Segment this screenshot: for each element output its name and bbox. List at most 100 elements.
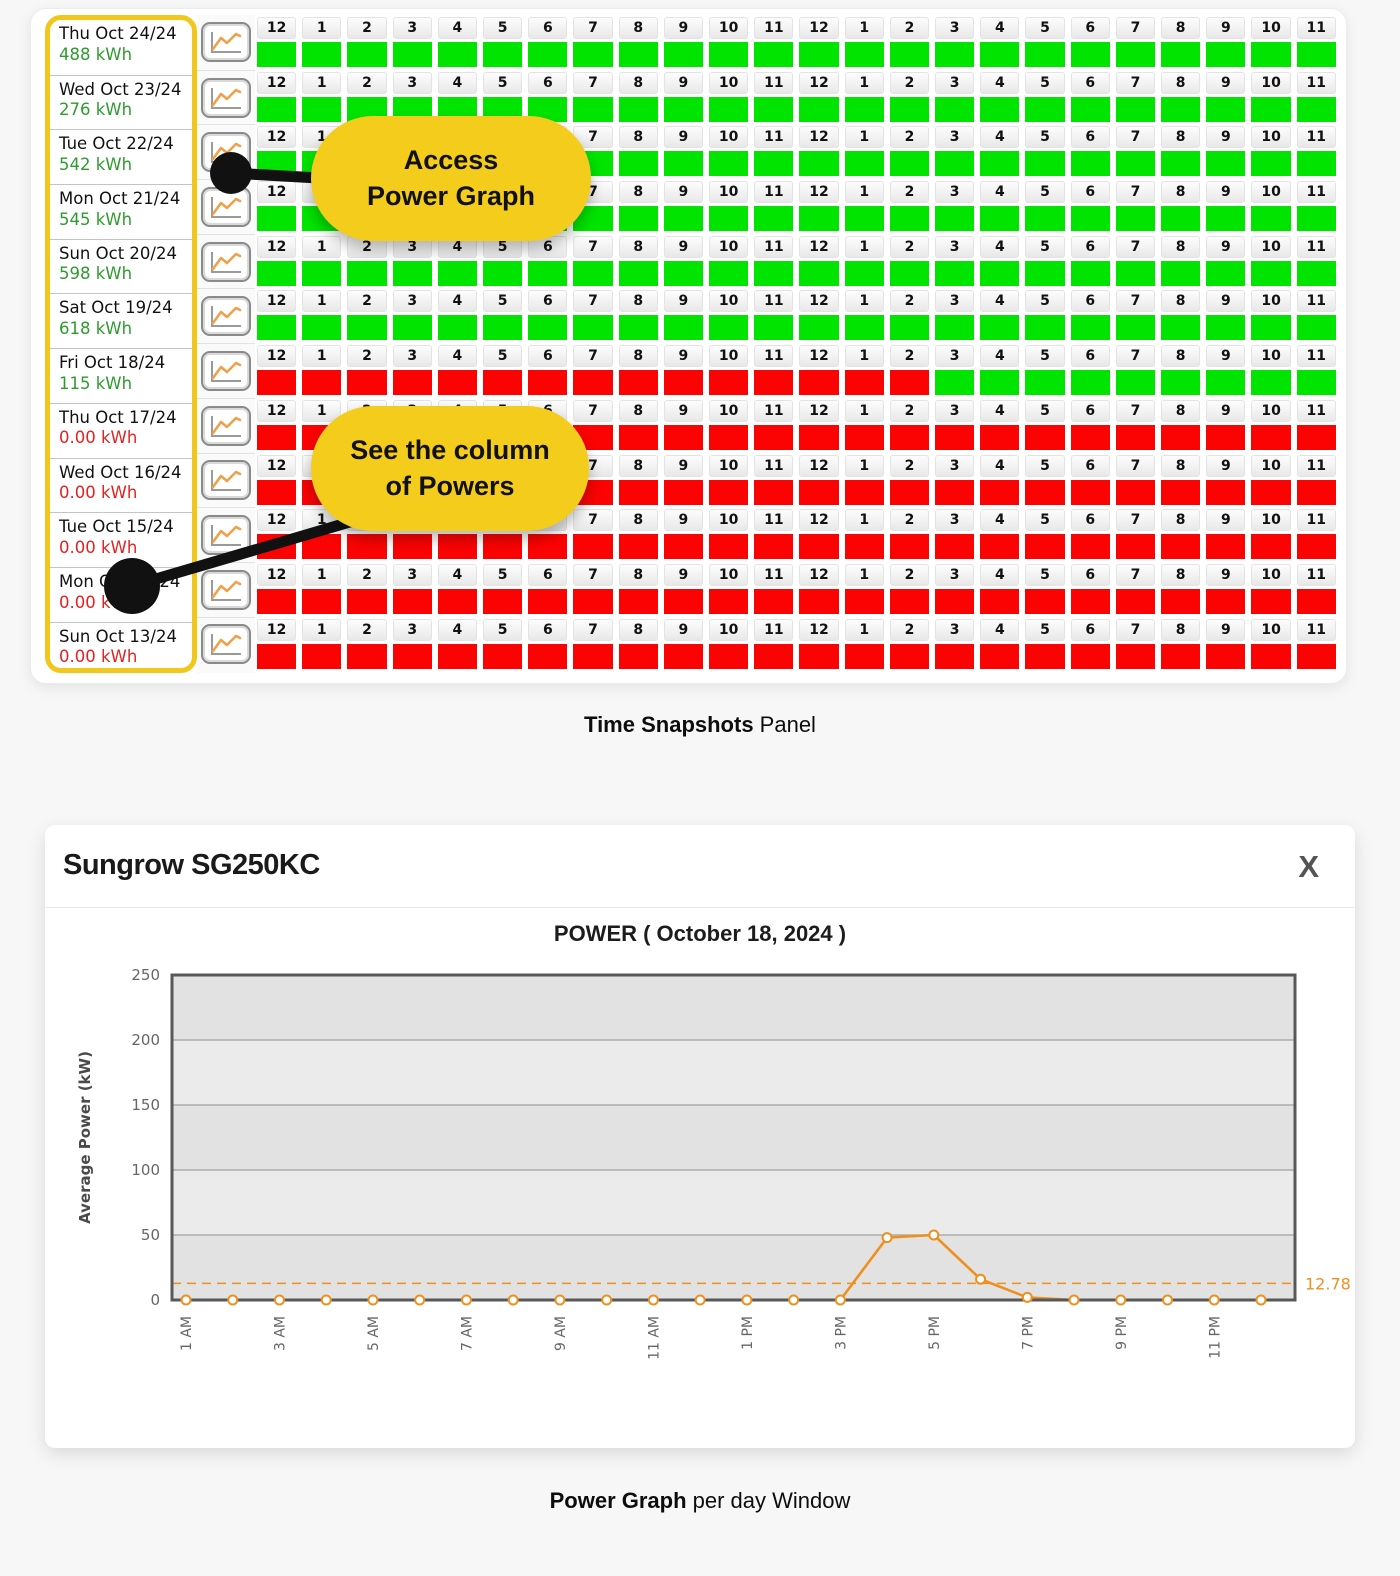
snapshot-cell-fail[interactable] <box>663 370 704 396</box>
snapshot-cell-fail[interactable] <box>844 643 884 669</box>
snapshot-cell-ok[interactable] <box>302 315 342 341</box>
snapshot-cell-fail[interactable] <box>618 370 658 396</box>
snapshot-cell-fail[interactable] <box>573 534 613 560</box>
snapshot-cell-ok[interactable] <box>257 42 297 67</box>
snapshot-cell-ok[interactable] <box>980 260 1020 286</box>
snapshot-cell-fail[interactable] <box>1296 424 1336 450</box>
snapshot-cell-ok[interactable] <box>663 96 704 122</box>
snapshot-cell-fail[interactable] <box>257 588 297 614</box>
snapshot-cell-fail[interactable] <box>663 534 704 560</box>
snapshot-cell-ok[interactable] <box>257 260 297 286</box>
snapshot-cell-ok[interactable] <box>528 315 568 341</box>
snapshot-cell-ok[interactable] <box>663 151 704 177</box>
snapshot-cell-ok[interactable] <box>754 260 794 286</box>
snapshot-cell-ok[interactable] <box>1251 260 1291 286</box>
snapshot-cell-fail[interactable] <box>935 588 975 614</box>
snapshot-cell-fail[interactable] <box>437 534 478 560</box>
snapshot-cell-ok[interactable] <box>1115 151 1156 177</box>
snapshot-cell-fail[interactable] <box>935 479 975 505</box>
power-graph-icon[interactable] <box>201 515 251 556</box>
snapshot-cell-ok[interactable] <box>1161 370 1201 396</box>
snapshot-cell-ok[interactable] <box>935 96 975 122</box>
snapshot-cell-ok[interactable] <box>980 206 1020 232</box>
snapshot-cell-fail[interactable] <box>1115 424 1156 450</box>
snapshot-cell-fail[interactable] <box>1296 534 1336 560</box>
snapshot-cell-ok[interactable] <box>844 42 884 67</box>
snapshot-cell-fail[interactable] <box>754 370 794 396</box>
snapshot-cell-ok[interactable] <box>618 206 658 232</box>
snapshot-cell-fail[interactable] <box>437 370 478 396</box>
snapshot-cell-fail[interactable] <box>302 588 342 614</box>
snapshot-cell-fail[interactable] <box>754 424 794 450</box>
snapshot-cell-ok[interactable] <box>1115 42 1156 67</box>
close-button[interactable]: X <box>1298 849 1319 884</box>
snapshot-cell-fail[interactable] <box>618 424 658 450</box>
snapshot-cell-fail[interactable] <box>980 643 1020 669</box>
snapshot-cell-fail[interactable] <box>1025 643 1065 669</box>
snapshot-cell-fail[interactable] <box>1206 424 1246 450</box>
snapshot-cell-fail[interactable] <box>709 479 749 505</box>
snapshot-cell-fail[interactable] <box>844 534 884 560</box>
snapshot-cell-ok[interactable] <box>935 42 975 67</box>
snapshot-cell-fail[interactable] <box>528 534 568 560</box>
snapshot-cell-ok[interactable] <box>1161 96 1201 122</box>
snapshot-cell-ok[interactable] <box>1296 206 1336 232</box>
snapshot-cell-fail[interactable] <box>1025 588 1065 614</box>
snapshot-cell-ok[interactable] <box>935 151 975 177</box>
snapshot-cell-ok[interactable] <box>889 42 930 67</box>
snapshot-cell-ok[interactable] <box>392 260 432 286</box>
snapshot-cell-ok[interactable] <box>528 42 568 67</box>
snapshot-cell-ok[interactable] <box>1206 151 1246 177</box>
snapshot-cell-fail[interactable] <box>1161 534 1201 560</box>
snapshot-cell-fail[interactable] <box>663 643 704 669</box>
snapshot-cell-ok[interactable] <box>618 315 658 341</box>
snapshot-cell-ok[interactable] <box>709 260 749 286</box>
snapshot-cell-ok[interactable] <box>799 206 839 232</box>
snapshot-cell-ok[interactable] <box>799 315 839 341</box>
snapshot-cell-ok[interactable] <box>709 96 749 122</box>
snapshot-cell-fail[interactable] <box>1251 479 1291 505</box>
snapshot-cell-ok[interactable] <box>573 42 613 67</box>
snapshot-cell-fail[interactable] <box>1025 424 1065 450</box>
snapshot-cell-ok[interactable] <box>754 42 794 67</box>
snapshot-cell-ok[interactable] <box>1206 96 1246 122</box>
snapshot-cell-ok[interactable] <box>799 151 839 177</box>
snapshot-cell-ok[interactable] <box>1025 96 1065 122</box>
snapshot-cell-ok[interactable] <box>754 315 794 341</box>
power-graph-icon[interactable] <box>201 77 251 118</box>
snapshot-cell-fail[interactable] <box>1115 534 1156 560</box>
snapshot-cell-ok[interactable] <box>844 260 884 286</box>
power-graph-icon[interactable] <box>201 296 251 337</box>
snapshot-cell-fail[interactable] <box>1206 534 1246 560</box>
snapshot-cell-fail[interactable] <box>799 534 839 560</box>
snapshot-cell-ok[interactable] <box>1206 42 1246 67</box>
snapshot-cell-ok[interactable] <box>1070 42 1110 67</box>
snapshot-cell-fail[interactable] <box>799 370 839 396</box>
snapshot-cell-ok[interactable] <box>618 260 658 286</box>
snapshot-cell-fail[interactable] <box>980 534 1020 560</box>
snapshot-cell-fail[interactable] <box>257 424 297 450</box>
snapshot-cell-fail[interactable] <box>1070 588 1110 614</box>
snapshot-cell-fail[interactable] <box>1251 534 1291 560</box>
snapshot-cell-fail[interactable] <box>483 370 523 396</box>
snapshot-cell-ok[interactable] <box>935 315 975 341</box>
snapshot-cell-ok[interactable] <box>1251 151 1291 177</box>
snapshot-cell-fail[interactable] <box>889 479 930 505</box>
snapshot-cell-fail[interactable] <box>1115 479 1156 505</box>
snapshot-cell-ok[interactable] <box>1161 206 1201 232</box>
snapshot-cell-fail[interactable] <box>1296 479 1336 505</box>
snapshot-cell-ok[interactable] <box>844 96 884 122</box>
snapshot-cell-fail[interactable] <box>935 534 975 560</box>
snapshot-cell-ok[interactable] <box>437 42 478 67</box>
snapshot-cell-ok[interactable] <box>1070 206 1110 232</box>
snapshot-cell-fail[interactable] <box>1161 588 1201 614</box>
snapshot-cell-fail[interactable] <box>1161 424 1201 450</box>
snapshot-cell-fail[interactable] <box>347 643 387 669</box>
snapshot-cell-fail[interactable] <box>347 534 387 560</box>
snapshot-cell-ok[interactable] <box>935 370 975 396</box>
snapshot-cell-fail[interactable] <box>754 479 794 505</box>
snapshot-cell-ok[interactable] <box>347 315 387 341</box>
snapshot-cell-ok[interactable] <box>573 260 613 286</box>
snapshot-cell-fail[interactable] <box>709 588 749 614</box>
snapshot-cell-ok[interactable] <box>889 315 930 341</box>
